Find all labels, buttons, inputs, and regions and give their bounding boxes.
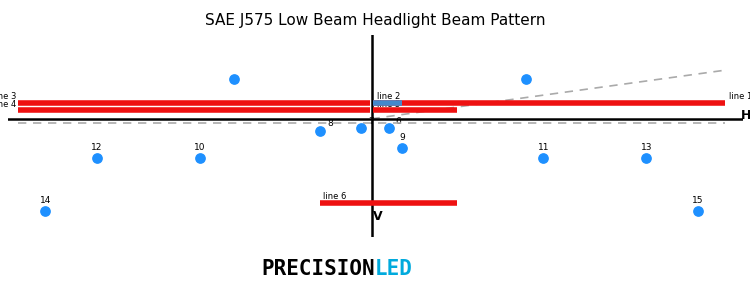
Text: 13: 13: [640, 143, 652, 152]
Point: [314, 128, 326, 133]
Text: 10: 10: [194, 143, 206, 152]
Text: line 6: line 6: [323, 192, 346, 201]
Text: 6: 6: [395, 117, 401, 126]
Text: SAE J575 Low Beam Headlight Beam Pattern: SAE J575 Low Beam Headlight Beam Pattern: [205, 13, 545, 28]
Point: [228, 77, 240, 82]
Point: [356, 126, 368, 130]
Text: 8: 8: [327, 119, 333, 129]
Text: line 5: line 5: [376, 99, 400, 108]
Text: V: V: [373, 210, 382, 223]
Point: [640, 156, 652, 160]
Point: [39, 208, 51, 213]
Text: H: H: [741, 109, 750, 122]
Text: 12: 12: [91, 143, 103, 152]
Text: line 3: line 3: [0, 92, 16, 101]
Text: 7: 7: [368, 117, 374, 126]
Text: line 4: line 4: [0, 99, 16, 108]
Text: line 2: line 2: [376, 92, 400, 101]
Text: LED: LED: [375, 259, 413, 279]
Text: PRECISION: PRECISION: [261, 259, 375, 279]
Text: 14: 14: [40, 196, 51, 205]
Point: [382, 126, 394, 130]
Point: [692, 208, 703, 213]
Text: line 1: line 1: [729, 92, 750, 101]
Text: 11: 11: [538, 143, 549, 152]
Point: [520, 77, 532, 82]
Point: [397, 145, 409, 150]
Text: 15: 15: [692, 196, 703, 205]
Text: 9: 9: [400, 133, 405, 142]
Point: [537, 156, 549, 160]
Point: [194, 156, 206, 160]
Point: [91, 156, 103, 160]
